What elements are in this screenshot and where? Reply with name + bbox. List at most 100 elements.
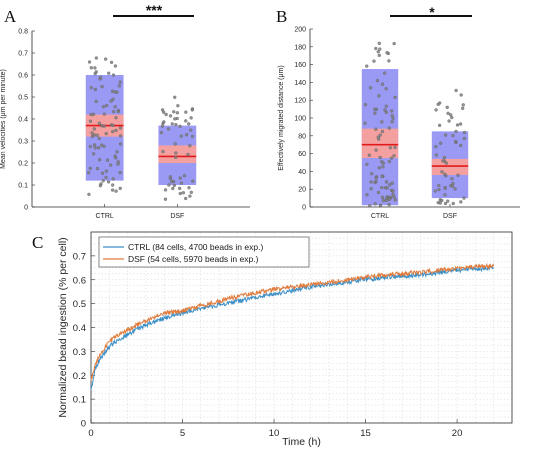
- y-tick-label: 40: [298, 169, 306, 176]
- data-point-dsf: [443, 193, 447, 197]
- data-point-dsf: [443, 201, 448, 206]
- data-point-ctrl: [97, 136, 101, 141]
- data-point-dsf: [455, 123, 460, 127]
- data-point-ctrl: [93, 87, 98, 92]
- data-point-dsf: [445, 105, 449, 109]
- data-point-ctrl: [389, 109, 394, 113]
- data-point-ctrl: [95, 166, 100, 171]
- significance-label-a: ***: [146, 2, 163, 18]
- y-tick-label: 0: [24, 205, 28, 212]
- data-point-ctrl: [381, 199, 386, 203]
- data-point-ctrl: [114, 156, 118, 160]
- y-tick-label: 0.2: [18, 161, 28, 168]
- data-point-dsf: [454, 129, 458, 134]
- data-point-dsf: [459, 143, 463, 148]
- data-point-dsf: [453, 187, 457, 191]
- data-point-dsf: [450, 177, 454, 181]
- data-point-dsf: [184, 110, 188, 114]
- data-point-dsf: [434, 153, 438, 157]
- data-point-ctrl: [104, 57, 108, 61]
- y-axis-label: Mean velocities (μm per minute): [0, 69, 7, 169]
- y-axis-label: Normalized bead ingestion (% per cell): [57, 237, 69, 417]
- box-plot-a: 0 0.1 0.2 0.3 0.4 0.5 0.6 0.7 0.8 Mean velocities…: [0, 29, 250, 220]
- data-point-ctrl: [110, 89, 115, 93]
- data-point-ctrl: [365, 162, 369, 166]
- data-point-ctrl: [372, 59, 376, 63]
- data-point-dsf: [434, 145, 438, 149]
- data-point-ctrl: [97, 146, 101, 150]
- data-point-ctrl: [95, 133, 99, 137]
- data-point-dsf: [175, 111, 180, 115]
- data-point-ctrl: [377, 166, 381, 170]
- data-point-ctrl: [109, 60, 114, 65]
- y-tick-label: 20: [298, 187, 306, 194]
- data-point-ctrl: [105, 158, 110, 162]
- data-point-ctrl: [377, 137, 381, 141]
- data-point-ctrl: [381, 161, 385, 165]
- box-plot-b: 0 20 40 60 80 100 120 140 160 180 200 Effectively m…: [278, 27, 520, 220]
- panel-c: C 0 5 10 15 20 0 0.1 0.2 0.3 0.4 0.5 0.6 0.7 Time (h)…: [32, 231, 513, 448]
- data-point-ctrl: [393, 145, 397, 150]
- data-point-dsf: [171, 186, 175, 191]
- data-point-dsf: [163, 197, 168, 201]
- data-point-dsf: [446, 111, 450, 115]
- data-point-dsf: [462, 130, 467, 135]
- line-plot-c: 0 5 10 15 20 0 0.1 0.2 0.3 0.4 0.5 0.6 0.7 Time (h) No…: [57, 231, 513, 448]
- data-point-dsf: [440, 198, 444, 203]
- data-point-dsf: [188, 144, 192, 148]
- data-point-ctrl: [387, 126, 391, 130]
- data-point-ctrl: [376, 50, 380, 54]
- y-tick-label: 0.7: [18, 51, 28, 58]
- panel-letter-c: C: [32, 233, 43, 252]
- data-point-dsf: [436, 200, 440, 205]
- panel-b: B * 0 20 40 60 80 100 120 140 160 180 200 Effective…: [276, 4, 520, 220]
- data-point-ctrl: [87, 171, 91, 175]
- data-point-dsf: [166, 127, 171, 131]
- data-point-dsf: [438, 141, 443, 145]
- y-tick-label: 0.6: [73, 275, 86, 286]
- data-point-dsf: [167, 183, 171, 187]
- data-point-ctrl: [113, 64, 118, 68]
- data-point-ctrl: [97, 121, 102, 125]
- data-point-dsf: [456, 173, 460, 177]
- data-point-ctrl: [380, 120, 384, 124]
- y-tick-label: 140: [294, 80, 306, 87]
- data-point-dsf: [168, 114, 173, 118]
- data-point-dsf: [443, 172, 447, 176]
- data-point-ctrl: [374, 127, 378, 131]
- data-point-ctrl: [380, 129, 385, 134]
- data-point-ctrl: [368, 204, 372, 208]
- data-point-dsf: [178, 124, 182, 128]
- data-point-dsf: [190, 108, 194, 112]
- data-point-ctrl: [92, 127, 96, 131]
- data-point-ctrl: [111, 177, 115, 181]
- y-tick-label: 0.4: [18, 117, 28, 124]
- data-point-ctrl: [100, 171, 105, 175]
- data-point-dsf: [173, 142, 177, 146]
- data-point-dsf: [179, 181, 184, 185]
- data-point-ctrl: [97, 158, 102, 162]
- data-point-ctrl: [388, 183, 392, 187]
- y-tick-label: 100: [294, 116, 306, 123]
- data-point-dsf: [191, 179, 195, 183]
- data-point-dsf: [461, 103, 465, 107]
- data-point-ctrl: [389, 156, 394, 160]
- data-point-ctrl: [118, 170, 122, 175]
- y-tick-label: 0.6: [18, 73, 28, 80]
- data-point-dsf: [184, 196, 188, 201]
- data-point-ctrl: [118, 80, 122, 84]
- data-point-ctrl: [101, 105, 106, 109]
- data-point-dsf: [444, 133, 448, 137]
- data-point-ctrl: [392, 154, 396, 158]
- data-point-dsf: [462, 136, 466, 141]
- data-point-dsf: [459, 93, 463, 97]
- y-tick-label: 0.8: [18, 29, 28, 36]
- data-point-ctrl: [380, 195, 385, 200]
- data-point-dsf: [458, 122, 463, 126]
- data-point-dsf: [442, 155, 447, 160]
- data-point-ctrl: [114, 116, 118, 120]
- legend: CTRL (84 cells, 4700 beads in exp.) DSF (…: [98, 236, 310, 268]
- data-point-ctrl: [111, 123, 115, 128]
- data-point-ctrl: [110, 188, 115, 192]
- data-point-dsf: [451, 201, 455, 206]
